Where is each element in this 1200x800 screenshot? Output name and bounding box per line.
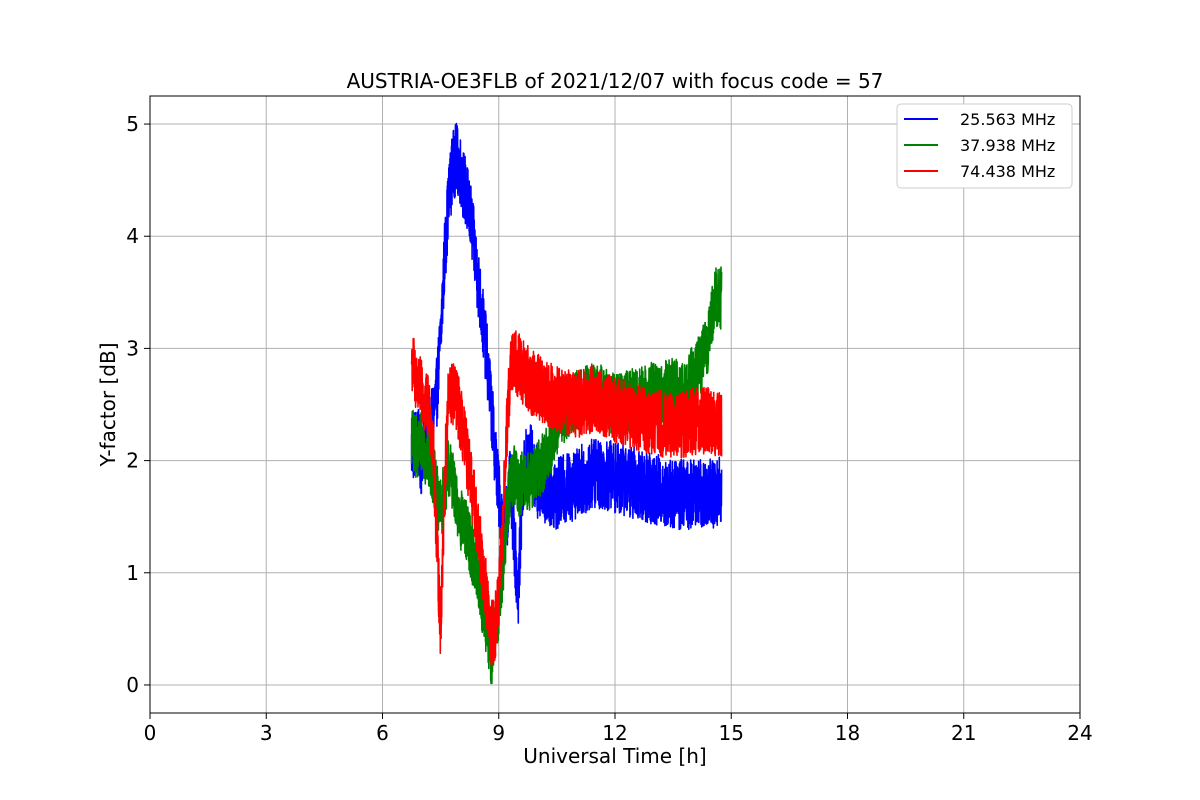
- y-tick-label: 2: [126, 449, 139, 473]
- x-tick-label: 15: [719, 721, 744, 745]
- legend-entry-label: 74.438 MHz: [960, 162, 1055, 181]
- y-axis-label: Y-factor [dB]: [96, 342, 120, 467]
- y-tick-label: 1: [126, 561, 139, 585]
- legend: 25.563 MHz 37.938 MHz 74.438 MHz: [896, 103, 1073, 189]
- x-tick-label: 12: [602, 721, 627, 745]
- x-tick-label: 21: [951, 721, 976, 745]
- legend-box: [896, 103, 1073, 189]
- x-tick-label: 6: [376, 721, 389, 745]
- x-tick-label: 3: [260, 721, 273, 745]
- x-axis-label: Universal Time [h]: [523, 744, 706, 768]
- chart-title: AUSTRIA-OE3FLB of 2021/12/07 with focus …: [347, 69, 884, 93]
- y-tick-label: 5: [126, 112, 139, 136]
- y-tick-label: 0: [126, 673, 139, 697]
- legend-entry-label: 37.938 MHz: [960, 136, 1055, 155]
- series-line: [410, 330, 723, 667]
- x-tick-label: 9: [492, 721, 505, 745]
- y-tick-label: 3: [126, 336, 139, 360]
- x-tick-label: 0: [144, 721, 157, 745]
- x-tick-label: 24: [1067, 721, 1092, 745]
- series-line: [410, 122, 723, 624]
- legend-entry-label: 25.563 MHz: [960, 110, 1055, 129]
- series-lines: [410, 122, 723, 685]
- x-tick-label: 18: [835, 721, 860, 745]
- y-tick-label: 4: [126, 224, 139, 248]
